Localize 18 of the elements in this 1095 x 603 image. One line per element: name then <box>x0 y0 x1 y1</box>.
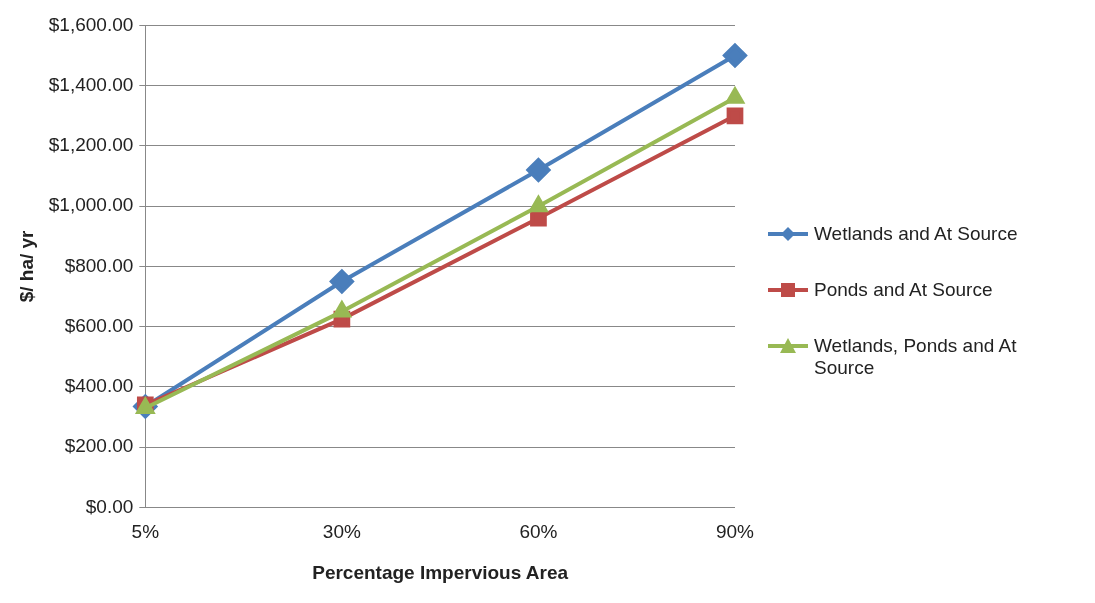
y-tick-label: $400.00 <box>64 375 134 397</box>
y-tick-label: $800.00 <box>64 254 134 276</box>
x-axis-title: Percentage Impervious Area <box>312 561 569 583</box>
legend-label: Wetlands and At Source <box>814 222 1018 245</box>
y-tick-label: $1,400.00 <box>48 73 134 95</box>
x-tick-label: 5% <box>131 521 160 543</box>
y-tick-label: $1,600.00 <box>48 13 134 35</box>
y-tick-label: $600.00 <box>64 314 134 336</box>
x-tick-label: 60% <box>519 521 558 543</box>
legend-label: Ponds and At Source <box>814 278 993 301</box>
x-tick-label: 90% <box>715 521 755 543</box>
y-tick-label: $1,200.00 <box>48 134 134 156</box>
x-tick-label: 30% <box>322 521 361 543</box>
y-axis-title: $/ ha/ yr <box>15 229 37 303</box>
y-tick-label: $1,000.00 <box>48 194 134 216</box>
legend-label: Wetlands, Ponds and At Source <box>814 334 1018 379</box>
y-tick-label: $200.00 <box>64 435 134 457</box>
y-tick-label: $0.00 <box>85 495 134 517</box>
